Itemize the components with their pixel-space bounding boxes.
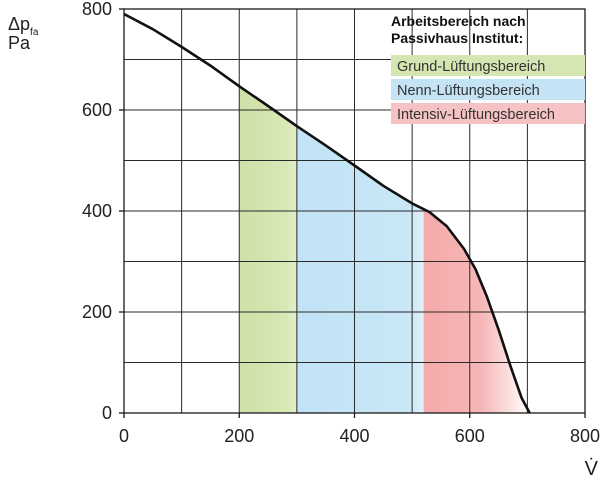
y-tick-label: 200 <box>82 302 112 322</box>
legend-swatch-2 <box>391 79 585 100</box>
legend-label-2: Nenn-Lüftungsbereich <box>397 83 540 99</box>
y-tick-label: 400 <box>82 201 112 221</box>
y-axis-symbol: Δp <box>8 14 30 34</box>
legend-swatch-1 <box>391 55 585 76</box>
fan-curve-line <box>123 12 531 414</box>
y-axis-subscript: fa <box>30 27 39 38</box>
axes <box>119 8 586 418</box>
legend-label-3: Intensiv-Lüftungsbereich <box>397 107 555 123</box>
x-tick-label: 0 <box>119 426 129 446</box>
x-tick-label: 400 <box>339 426 369 446</box>
x-tick-label: 200 <box>224 426 254 446</box>
y-axis-unit: Pa <box>8 33 31 53</box>
y-tick-label: 800 <box>82 0 112 19</box>
x-axis-label: V̇ <box>585 458 599 480</box>
legend-label-1: Grund-Lüftungsbereich <box>397 59 545 75</box>
legend: Arbeitsbereich nach Passivhaus Institut:… <box>391 13 585 124</box>
x-tick-label: 800 <box>570 426 600 446</box>
legend-title-line2: Passivhaus Institut: <box>391 30 523 46</box>
svg-text:Δpfa: Δpfa <box>8 14 39 38</box>
y-axis-label: Δpfa Pa <box>8 14 39 53</box>
x-tick-label: 600 <box>455 426 485 446</box>
legend-swatch-3 <box>391 103 585 124</box>
tick-labels: 0 200 400 600 800 0 200 400 600 800 <box>82 0 600 446</box>
y-tick-label: 600 <box>82 100 112 120</box>
y-tick-label: 0 <box>102 403 112 423</box>
legend-title-line1: Arbeitsbereich nach <box>391 13 526 29</box>
